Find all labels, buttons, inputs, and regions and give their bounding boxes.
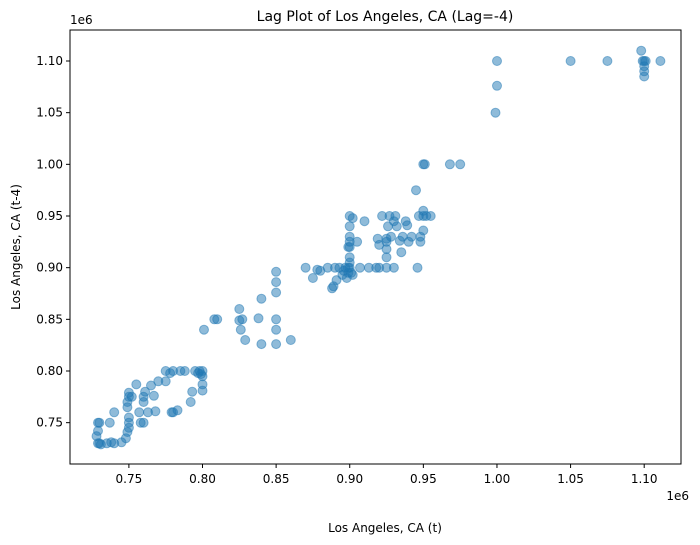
data-point [307, 273, 318, 283]
data-point [109, 407, 120, 418]
data-point [172, 405, 183, 416]
data-point [146, 380, 156, 391]
x-tick-label: 1.05 [557, 472, 584, 486]
data-point [94, 417, 105, 428]
data-point [271, 277, 282, 288]
data-point [655, 56, 666, 66]
data-point [386, 231, 396, 242]
data-point [140, 386, 151, 397]
data-point [93, 425, 103, 436]
data-point [565, 56, 576, 66]
data-point [344, 221, 355, 232]
data-point [134, 407, 145, 418]
x-tick-label: 1.00 [484, 472, 511, 486]
data-point [636, 45, 647, 56]
data-point [411, 185, 421, 196]
data-point [187, 386, 198, 397]
x-tick-label: 0.85 [263, 472, 290, 486]
y-tick-label: 1.05 [36, 106, 63, 120]
data-point [412, 262, 423, 273]
data-point [444, 159, 455, 170]
data-point [160, 376, 171, 387]
x-tick-label: 0.95 [410, 472, 437, 486]
data-point [271, 266, 282, 277]
data-point [347, 213, 358, 224]
data-point [138, 417, 149, 428]
data-point [640, 56, 651, 66]
y-tick-label: 1.10 [36, 54, 63, 68]
data-point [490, 107, 501, 118]
data-point [199, 324, 209, 335]
data-point [271, 324, 282, 335]
data-point [359, 216, 370, 227]
plot-area-frame [69, 29, 682, 465]
y-tick-label: 0.95 [36, 209, 63, 223]
data-point [418, 225, 429, 236]
x-axis-ticks: 0.75 0.80 0.85 0.90 0.95 1.00 1.05 1.10 [116, 464, 658, 486]
data-point [212, 314, 223, 325]
data-point [185, 397, 196, 407]
data-point [391, 221, 402, 232]
data-point [396, 247, 407, 258]
data-point [300, 262, 311, 273]
data-point [285, 335, 296, 345]
x-tick-label: 0.80 [189, 472, 216, 486]
data-point [639, 71, 650, 82]
data-point [150, 406, 161, 417]
x-axis-title: Los Angeles, CA (t) [328, 521, 442, 535]
data-point [355, 262, 365, 273]
y-tick-label: 0.85 [36, 312, 63, 326]
data-point [425, 211, 436, 221]
data-point [492, 56, 502, 66]
scatter-points [91, 45, 666, 450]
data-point [256, 339, 267, 350]
data-point [256, 293, 267, 304]
data-point [419, 159, 430, 170]
data-point [148, 390, 159, 401]
data-point [104, 417, 115, 428]
data-point [271, 287, 282, 298]
x-tick-label: 0.75 [116, 472, 143, 486]
x-tick-label: 0.90 [336, 472, 363, 486]
data-point [402, 220, 413, 231]
chart-title: Lag Plot of Los Angeles, CA (Lag=-4) [257, 9, 514, 25]
data-point [455, 159, 466, 170]
y-axis-title: Los Angeles, CA (t-4) [9, 184, 23, 310]
data-point [197, 379, 208, 390]
data-point [179, 366, 190, 376]
data-point [240, 335, 251, 345]
data-point [602, 56, 613, 66]
y-tick-label: 0.80 [36, 364, 63, 378]
x-axis-offset-label: 1e6 [666, 489, 689, 503]
data-point [126, 391, 137, 402]
data-point [131, 379, 142, 390]
y-axis-offset-label: 1e6 [70, 13, 93, 27]
data-point [406, 231, 417, 242]
data-point [388, 262, 399, 273]
y-axis-ticks: 0.75 0.80 0.85 0.90 0.95 1.00 1.05 1.10 [36, 54, 70, 430]
data-point [234, 304, 245, 314]
y-tick-label: 0.75 [36, 416, 63, 430]
data-point [347, 269, 358, 280]
x-tick-label: 1.10 [631, 472, 658, 486]
data-point [344, 252, 355, 263]
data-point [123, 412, 134, 423]
data-point [253, 313, 264, 324]
y-tick-label: 0.90 [36, 261, 63, 275]
data-point [390, 211, 401, 221]
data-point [381, 252, 392, 263]
data-point [344, 231, 355, 242]
data-point [492, 80, 502, 91]
data-point [237, 314, 248, 325]
data-point [235, 324, 246, 335]
data-point [271, 339, 282, 350]
data-point [381, 244, 392, 255]
data-point [197, 371, 208, 382]
y-tick-label: 1.00 [36, 157, 63, 171]
data-point [271, 314, 282, 325]
data-point [352, 236, 363, 247]
